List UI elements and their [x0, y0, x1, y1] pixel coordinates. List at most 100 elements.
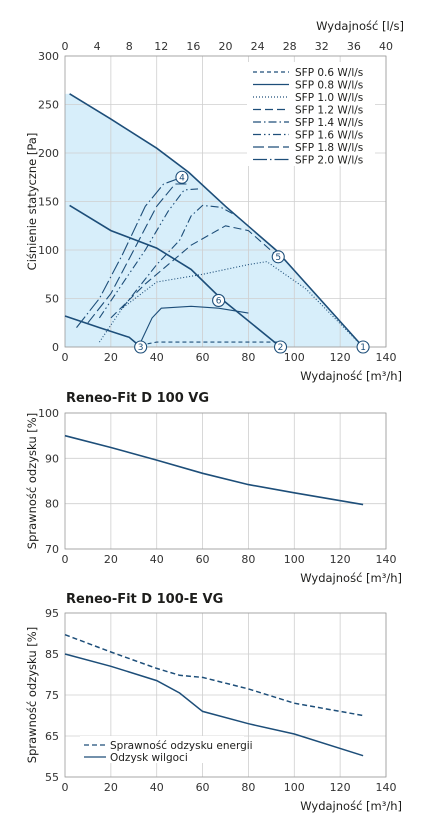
energy-recovery-line: [64, 633, 364, 717]
x2-tick-label: 28: [283, 40, 297, 53]
plot-frame: [64, 612, 387, 778]
x-tick-label: 80: [241, 351, 255, 364]
legend-label: SFP 1.0 W/l/s: [295, 92, 363, 104]
y-tick-label: 80: [45, 498, 59, 511]
x-tick-label: 0: [62, 553, 69, 566]
y-axis-label: Sprawność odzysku [%]: [25, 627, 39, 763]
legend-label: SFP 1.6 W/l/s: [295, 130, 363, 142]
x2-tick-label: 16: [186, 40, 200, 53]
y-tick-label: 250: [38, 99, 59, 112]
y-tick-label: 0: [52, 341, 59, 354]
x2-axis-label: Wydajność [l/s]: [316, 19, 404, 33]
x2-tick-label: 40: [379, 40, 393, 53]
y-tick-label: 95: [45, 607, 59, 620]
fan-curve-middle: [69, 204, 282, 348]
efficiency-chart-d100evg: Reneo-Fit D 100-E VG 0 20 40 60 80 100 120 140 55…: [25, 592, 402, 813]
sfp-series-line: [121, 204, 238, 309]
operating-point-marker: [212, 293, 226, 307]
y-tick-label: 100: [38, 244, 59, 257]
x-tick-label: 100: [284, 351, 305, 364]
sfp-series-line: [98, 188, 199, 319]
x-tick-label: 100: [284, 781, 305, 794]
operating-point-label: 4: [179, 173, 185, 183]
x-tick-label: 140: [376, 781, 397, 794]
x2-tick-label: 36: [347, 40, 361, 53]
x-tick-label: 120: [330, 553, 351, 566]
x-tick-label: 0: [62, 351, 69, 364]
y-tick-label: 55: [45, 771, 59, 784]
legend-label: SFP 1.4 W/l/s: [295, 117, 363, 129]
legend-box: [247, 62, 375, 166]
x-tick-label: 80: [241, 553, 255, 566]
operating-point-marker: [271, 250, 285, 264]
y-axis-label: Sprawność odzysku [%]: [25, 413, 39, 549]
chart-title: Reneo-Fit D 100-E VG: [66, 592, 223, 607]
x2-tick-label: 0: [62, 40, 69, 53]
x-tick-label: 60: [196, 781, 210, 794]
sfp-series-line: [110, 225, 279, 319]
x-axis-label: Wydajność [m³/h]: [300, 799, 402, 813]
y-tick-label: 50: [45, 293, 59, 306]
x2-tick-label: 4: [94, 40, 101, 53]
operating-point-label: 6: [216, 297, 222, 307]
chart-title: Reneo-Fit D 100 VG: [66, 391, 209, 406]
x-tick-label: 40: [150, 351, 164, 364]
legend-label: SFP 1.8 W/l/s: [295, 142, 363, 154]
x-tick-label: 40: [150, 781, 164, 794]
y-tick-label: 85: [45, 648, 59, 661]
plot-frame: [64, 412, 387, 550]
operating-point-label: 1: [360, 343, 366, 353]
operating-point-marker: [273, 340, 288, 354]
x-tick-label: 60: [196, 351, 210, 364]
efficiency-chart-d100vg: Reneo-Fit D 100 VG 0 20 40 60 80 100 120 140 70 80…: [25, 391, 402, 585]
legend-label: SFP 0.6 W/l/s: [295, 67, 363, 79]
sfp-series-line: [140, 305, 249, 343]
x-tick-label: 60: [196, 553, 210, 566]
x2-tick-label: 32: [315, 40, 329, 53]
operating-point-marker: [356, 340, 370, 354]
x-tick-label: 140: [376, 351, 397, 364]
y-tick-label: 300: [38, 50, 59, 63]
x2-tick-label: 12: [154, 40, 168, 53]
efficiency-line: [64, 434, 364, 506]
plot-frame: [64, 55, 387, 348]
y-tick-label: 100: [38, 407, 59, 420]
fan-curve-upper: [69, 93, 364, 348]
operating-point-marker: [175, 170, 189, 184]
x2-tick-label: 8: [126, 40, 133, 53]
x-tick-label: 140: [376, 553, 397, 566]
moisture-recovery-line: [64, 653, 364, 757]
y-tick-label: 70: [45, 543, 59, 556]
operating-point-label: 3: [138, 343, 144, 353]
operating-point-label: 5: [275, 253, 281, 263]
y-tick-label: 75: [45, 689, 59, 702]
operating-point-label: 2: [278, 343, 284, 353]
x-tick-label: 20: [104, 351, 118, 364]
x-tick-label: 100: [284, 553, 305, 566]
sfp-series-line: [76, 176, 183, 328]
legend-label: SFP 0.8 W/l/s: [295, 80, 363, 92]
x-axis-label: Wydajność [m³/h]: [300, 571, 402, 585]
y-tick-label: 90: [45, 452, 59, 465]
x2-tick-label: 24: [251, 40, 265, 53]
x-tick-label: 20: [104, 781, 118, 794]
y-tick-label: 200: [38, 147, 59, 160]
pressure-chart: 0 20 40 60 80 100 120 140050100150200250300Wyda…: [25, 19, 404, 383]
y-axis-label: Ciśnienie statyczne [Pa]: [25, 133, 39, 271]
fan-curve-lower: [64, 315, 142, 348]
operating-point-marker: [134, 340, 148, 354]
y-tick-label: 150: [38, 196, 59, 209]
x-tick-label: 120: [330, 351, 351, 364]
x-axis-label: Wydajność [m³/h]: [300, 369, 402, 383]
legend-label: Odzysk wilgoci: [110, 752, 188, 764]
sfp-series-line: [140, 341, 281, 346]
legend-label: SFP 2.0 W/l/s: [295, 155, 363, 167]
x-tick-label: 120: [330, 781, 351, 794]
operating-area: [65, 93, 364, 347]
legend-label: SFP 1.2 W/l/s: [295, 105, 363, 117]
legend-label: Sprawność odzysku energii: [110, 740, 253, 752]
x2-tick-label: 20: [219, 40, 233, 53]
x-tick-label: 20: [104, 553, 118, 566]
x-tick-label: 40: [150, 553, 164, 566]
